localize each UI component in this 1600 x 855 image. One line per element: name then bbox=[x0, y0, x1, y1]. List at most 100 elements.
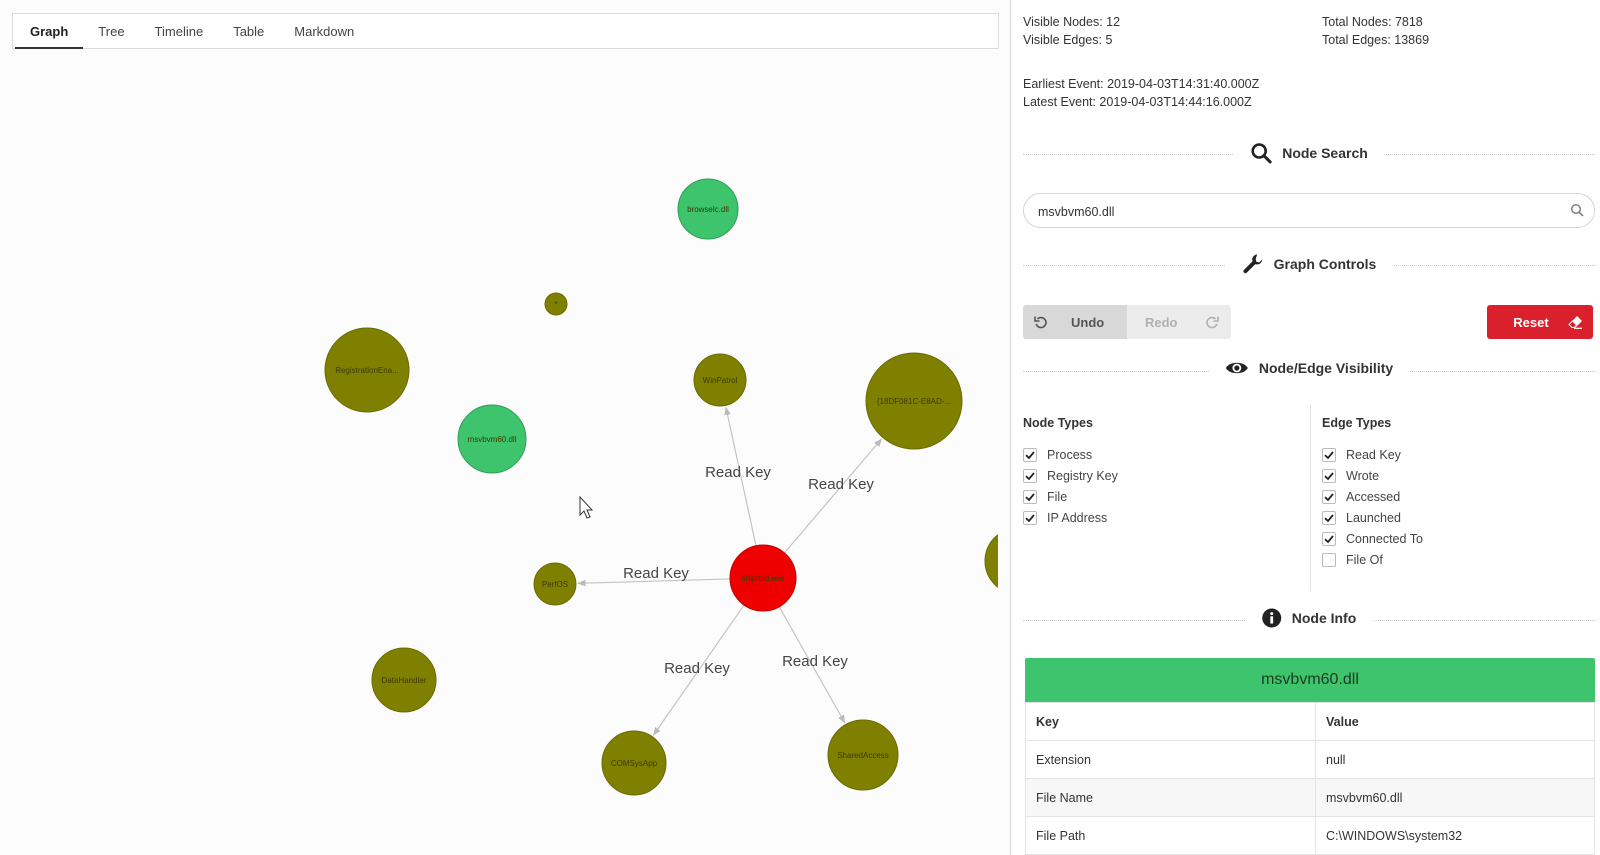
check-icon bbox=[1324, 514, 1334, 523]
graph-node-comsysapp[interactable]: COMSysApp bbox=[601, 730, 667, 796]
node-circle[interactable] bbox=[677, 178, 739, 240]
reset-label: Reset bbox=[1513, 314, 1549, 330]
node-circle[interactable] bbox=[544, 292, 568, 316]
graph-node-perfos[interactable]: PerfOS bbox=[533, 562, 577, 606]
tab-markdown[interactable]: Markdown bbox=[294, 24, 355, 39]
total-nodes-stat: Total Nodes: 7818 bbox=[1322, 15, 1423, 29]
node-circle[interactable] bbox=[984, 528, 1010, 594]
graph-node-sharedaccess[interactable]: SharedAccess bbox=[827, 719, 899, 791]
node-label: SharedAccess bbox=[837, 751, 889, 760]
checkbox[interactable] bbox=[1023, 490, 1037, 504]
graph-canvas[interactable]: shipitnd.exe browselc.dll msvbvm60.dll * Reg… bbox=[0, 0, 1010, 855]
node-search-box bbox=[1023, 193, 1595, 229]
check-icon bbox=[1324, 493, 1334, 502]
search-icon bbox=[1251, 143, 1272, 164]
node-circle[interactable] bbox=[865, 352, 963, 450]
node-circle[interactable] bbox=[457, 404, 527, 474]
tab-table[interactable]: Table bbox=[233, 24, 265, 39]
visible-nodes-stat: Visible Nodes: 12 bbox=[1023, 15, 1121, 29]
graph-controls-header: Graph Controls bbox=[1023, 253, 1595, 277]
edge-type-wrote[interactable]: Wrote bbox=[1322, 467, 1379, 485]
node-type-file[interactable]: File bbox=[1023, 488, 1067, 506]
search-input-icon[interactable] bbox=[1570, 203, 1584, 217]
node-label: shipitnd.exe bbox=[742, 574, 785, 583]
property-key: File Path bbox=[1025, 816, 1316, 855]
node-search-title: Node Search bbox=[1282, 145, 1368, 161]
check-icon bbox=[1025, 472, 1035, 481]
edge-type-accessed[interactable]: Accessed bbox=[1322, 488, 1400, 506]
graph-controls-title: Graph Controls bbox=[1273, 256, 1377, 272]
table-row: Extension null bbox=[1025, 740, 1595, 779]
graph-node-proc[interactable]: shipitnd.exe bbox=[729, 544, 797, 612]
value-column-header: Value bbox=[1315, 702, 1595, 741]
node-circle[interactable] bbox=[533, 562, 577, 606]
redo-button[interactable]: Redo bbox=[1127, 305, 1231, 339]
checkbox[interactable] bbox=[1023, 469, 1037, 483]
graph-edge[interactable] bbox=[652, 604, 745, 736]
checkbox[interactable] bbox=[1023, 448, 1037, 462]
checkbox[interactable] bbox=[1322, 511, 1336, 525]
eye-icon bbox=[1225, 362, 1248, 374]
node-circle[interactable] bbox=[729, 544, 797, 612]
cursor-icon bbox=[579, 495, 594, 519]
edge-label: Read Key bbox=[664, 660, 730, 677]
property-key: Extension bbox=[1025, 740, 1316, 779]
graph-edge[interactable] bbox=[778, 606, 846, 724]
selected-node-header: msvbvm60.dll bbox=[1025, 658, 1595, 702]
checkbox[interactable] bbox=[1322, 490, 1336, 504]
reset-button[interactable]: Reset bbox=[1487, 305, 1593, 339]
edge-type-read-key[interactable]: Read Key bbox=[1322, 446, 1401, 464]
node-circle[interactable] bbox=[693, 353, 747, 407]
graph-edge[interactable] bbox=[577, 578, 731, 587]
graph-node-browselc[interactable]: browselc.dll bbox=[677, 178, 739, 240]
graph-node-offscreen[interactable] bbox=[984, 528, 1010, 594]
graph-node-clsid[interactable]: {18DF081C-E8AD-... bbox=[865, 352, 963, 450]
graph-node-star[interactable]: * bbox=[544, 292, 568, 316]
node-circle[interactable] bbox=[601, 730, 667, 796]
node-circle[interactable] bbox=[827, 719, 899, 791]
graph-edge[interactable] bbox=[783, 438, 883, 554]
node-search-input[interactable] bbox=[1036, 194, 1560, 229]
panel-divider[interactable] bbox=[1010, 0, 1011, 855]
node-info-table: Key Value Extension null File Name msvbvm60… bbox=[1025, 702, 1595, 855]
table-row: File Path C:\WINDOWS\system32 bbox=[1025, 816, 1595, 855]
visibility-header: Node/Edge Visibility bbox=[1023, 359, 1595, 383]
checkbox[interactable] bbox=[1322, 448, 1336, 462]
redo-icon bbox=[1205, 316, 1219, 329]
checkbox[interactable] bbox=[1322, 469, 1336, 483]
node-circle[interactable] bbox=[324, 327, 410, 413]
graph-node-regena[interactable]: RegistrationEna... bbox=[324, 327, 410, 413]
tab-timeline[interactable]: Timeline bbox=[154, 24, 204, 39]
edge-types-title: Edge Types bbox=[1322, 416, 1392, 430]
node-circle[interactable] bbox=[371, 647, 437, 713]
node-type-process[interactable]: Process bbox=[1023, 446, 1092, 464]
graph-node-msvbvm[interactable]: msvbvm60.dll bbox=[457, 404, 527, 474]
edge-type-connected-to[interactable]: Connected To bbox=[1322, 530, 1423, 548]
wrench-icon bbox=[1243, 254, 1263, 274]
graph-node-winpatrol[interactable]: WinPatrol bbox=[693, 353, 747, 407]
undo-icon bbox=[1034, 316, 1047, 329]
node-label: COMSysApp bbox=[611, 759, 658, 768]
tab-tree[interactable]: Tree bbox=[98, 24, 125, 39]
checkbox[interactable] bbox=[1023, 511, 1037, 525]
node-type-registry-key[interactable]: Registry Key bbox=[1023, 467, 1118, 485]
edge-type-file-of[interactable]: File Of bbox=[1322, 551, 1383, 569]
check-icon bbox=[1324, 472, 1334, 481]
node-label: DataHandler bbox=[382, 676, 427, 685]
undo-button[interactable]: Undo bbox=[1023, 305, 1127, 339]
property-value: msvbvm60.dll bbox=[1315, 778, 1595, 817]
check-icon bbox=[1025, 514, 1035, 523]
checkbox[interactable] bbox=[1322, 532, 1336, 546]
checkbox-label: Read Key bbox=[1346, 448, 1401, 462]
latest-event-stat: Latest Event: 2019-04-03T14:44:16.000Z bbox=[1023, 95, 1252, 109]
visible-edges-stat: Visible Edges: 5 bbox=[1023, 33, 1113, 47]
node-type-ip-address[interactable]: IP Address bbox=[1023, 509, 1107, 527]
checkbox[interactable] bbox=[1322, 553, 1336, 567]
checkbox-label: Connected To bbox=[1346, 532, 1423, 546]
property-key: File Name bbox=[1025, 778, 1316, 817]
undo-label: Undo bbox=[1071, 314, 1105, 330]
graph-edge[interactable] bbox=[724, 406, 757, 546]
tab-graph[interactable]: Graph bbox=[15, 14, 84, 49]
edge-type-launched[interactable]: Launched bbox=[1322, 509, 1401, 527]
graph-node-datahandler[interactable]: DataHandler bbox=[371, 647, 437, 713]
